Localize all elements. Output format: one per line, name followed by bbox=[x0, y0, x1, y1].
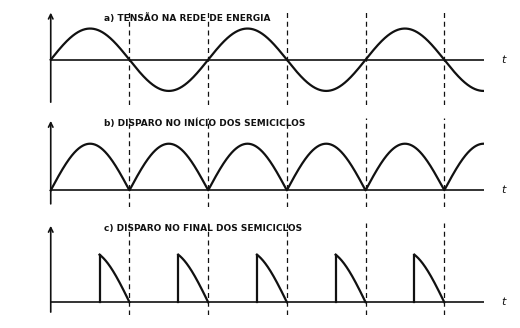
Text: t: t bbox=[501, 185, 505, 195]
Text: a) TENSÃO NA REDE DE ENERGIA: a) TENSÃO NA REDE DE ENERGIA bbox=[103, 13, 270, 23]
Text: b) DISPARO NO INÍCIO DOS SEMICICLOS: b) DISPARO NO INÍCIO DOS SEMICICLOS bbox=[103, 119, 305, 129]
Text: c) DISPARO NO FINAL DOS SEMICICLOS: c) DISPARO NO FINAL DOS SEMICICLOS bbox=[103, 224, 302, 233]
Text: t: t bbox=[501, 55, 505, 65]
Text: t: t bbox=[501, 297, 505, 307]
